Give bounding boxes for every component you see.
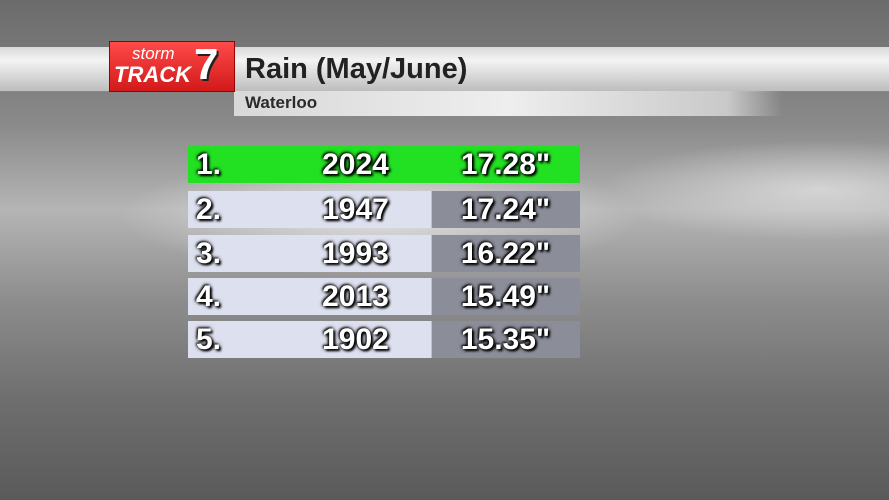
year-cell: 1993 [322,237,389,270]
logo-main: TRACK [114,62,191,87]
year-cell: 2024 [322,148,389,181]
title: Rain (May/June) [245,53,468,85]
table-row: 3. 1993 16.22" [188,235,580,272]
rainfall-cell: 16.22" [460,237,551,270]
table-row: 1. 2024 17.28" [188,146,580,183]
rainfall-cell: 17.24" [460,193,551,226]
table-row: 2. 1947 17.24" [188,191,580,228]
subtitle-bar [234,91,782,116]
table-row: 5. 1902 15.35" [188,321,580,358]
rainfall-cell: 15.49" [460,280,551,313]
rank-cell: 3. [196,237,222,270]
year-cell: 1947 [322,193,389,226]
year-cell: 1902 [322,323,389,356]
year-cell: 2013 [322,280,389,313]
rainfall-cell: 17.28" [460,148,551,181]
subtitle: Waterloo [245,93,318,112]
rainfall-cell: 15.35" [460,323,551,356]
rank-cell: 1. [196,148,222,181]
rank-cell: 2. [196,193,222,226]
table-row: 4. 2013 15.49" [188,278,580,315]
logo-top: storm [132,44,175,63]
rank-cell: 5. [196,323,222,356]
rank-cell: 4. [196,280,222,313]
logo: storm TRACK 7 [109,40,235,92]
logo-number: 7 [194,40,219,89]
